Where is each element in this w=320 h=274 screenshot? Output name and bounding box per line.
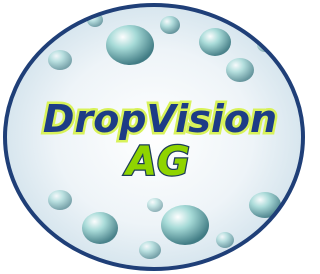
logo-name: DropVision — [43, 97, 277, 141]
logo-suffix: AG — [123, 139, 190, 185]
logo: DropVision AG — [0, 0, 309, 274]
page: DropVision AG (() => { const data = JSON… — [0, 0, 309, 274]
